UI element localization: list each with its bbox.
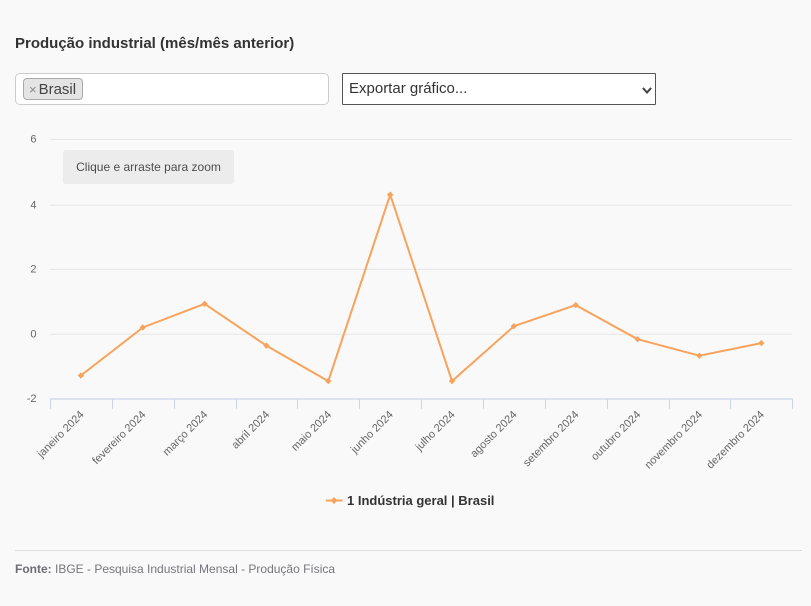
svg-text:6: 6 <box>30 134 36 146</box>
svg-text:março 2024: março 2024 <box>161 409 211 459</box>
svg-text:janeiro 2024: janeiro 2024 <box>35 409 87 461</box>
svg-text:outubro 2024: outubro 2024 <box>589 409 643 463</box>
svg-text:maio 2024: maio 2024 <box>289 409 334 454</box>
svg-text:setembro 2024: setembro 2024 <box>521 409 581 469</box>
svg-text:julho 2024: julho 2024 <box>413 409 458 454</box>
svg-text:dezembro 2024: dezembro 2024 <box>704 409 767 472</box>
svg-text:agosto 2024: agosto 2024 <box>468 409 519 460</box>
svg-text:novembro 2024: novembro 2024 <box>643 409 706 472</box>
svg-text:fevereiro 2024: fevereiro 2024 <box>90 409 148 467</box>
svg-text:0: 0 <box>30 328 36 340</box>
svg-text:junho 2024: junho 2024 <box>348 409 396 457</box>
svg-text:-2: -2 <box>27 393 37 405</box>
svg-text:abril 2024: abril 2024 <box>230 409 273 452</box>
svg-text:2: 2 <box>30 263 36 275</box>
svg-text:1 Indústria geral | Brasil: 1 Indústria geral | Brasil <box>347 493 494 508</box>
svg-text:4: 4 <box>30 199 36 211</box>
